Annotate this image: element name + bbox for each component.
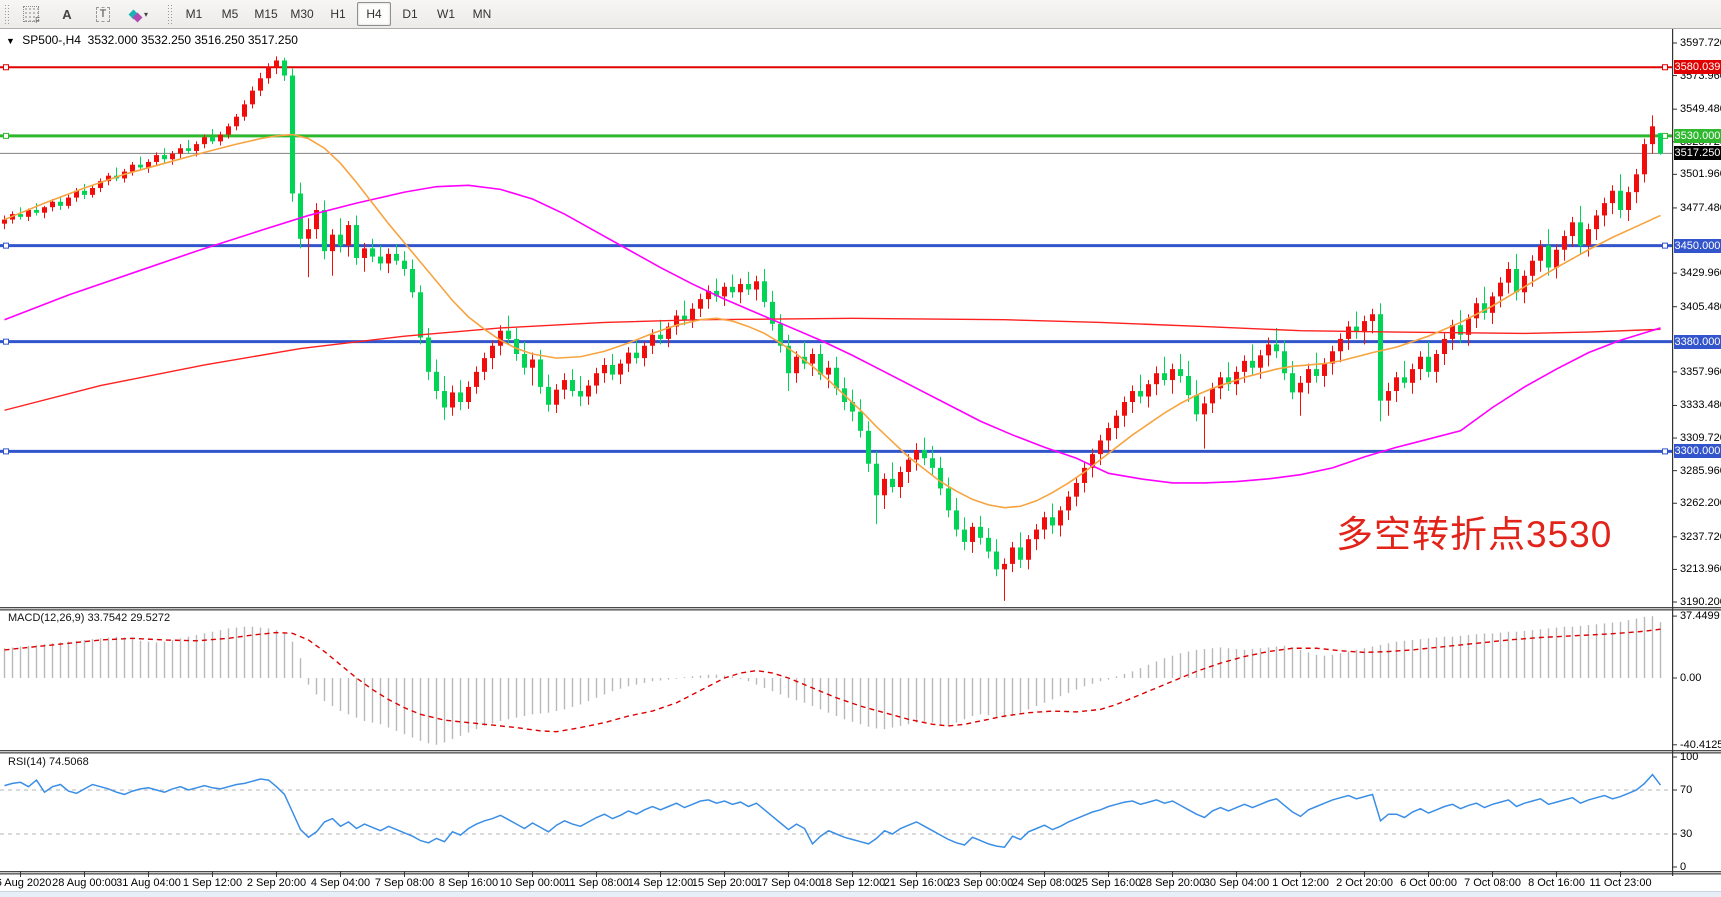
price-tag-3450.000: 3450.000 — [1674, 238, 1721, 253]
hline-handle[interactable] — [1662, 448, 1668, 455]
time-tick-label: 1 Oct 12:00 — [1272, 877, 1329, 889]
hline-handle[interactable] — [3, 448, 9, 455]
time-tick-label: 28 Aug 00:00 — [52, 877, 117, 889]
price-tick-label: 3405.480 — [1680, 300, 1721, 313]
price-tick-label: 3237.720 — [1680, 530, 1721, 543]
time-tick-label: 6 Oct 00:00 — [1400, 877, 1457, 889]
rsi-tick-label: 0 — [1680, 861, 1687, 873]
symbol-name: SP500-,H4 — [22, 33, 81, 47]
macd-tick-label: 0.00 — [1680, 672, 1702, 684]
symbol-dropdown-icon[interactable]: ▼ — [6, 36, 15, 46]
timeframe-button-W1[interactable]: W1 — [437, 7, 455, 21]
time-tick-label: 4 Sep 04:00 — [310, 877, 371, 889]
price-tag-3580.039: 3580.039 — [1674, 60, 1721, 75]
hline-handle[interactable] — [3, 242, 9, 249]
time-tick-label: 8 Oct 16:00 — [1528, 877, 1585, 889]
price-tick-label: 3429.960 — [1680, 267, 1721, 280]
hline-handle[interactable] — [3, 338, 9, 345]
timeframe-button-H4[interactable]: H4 — [357, 2, 391, 26]
price-tick-label: 3477.480 — [1680, 201, 1721, 214]
toolbar: F A T ▾ M1 M5 M15 M30 H1 H4 D1 W1 MN — [0, 0, 1721, 29]
text-annotation-button[interactable]: A — [50, 2, 84, 26]
macd-main-value: 33.7542 — [87, 612, 128, 624]
time-tick-label: 11 Sep 08:00 — [564, 877, 629, 889]
macd-panel-label: MACD(12,26,9) 33.7542 29.5272 — [8, 612, 171, 624]
time-tick-label: 28 Sep 20:00 — [1139, 877, 1206, 889]
price-tick-label: 3213.960 — [1680, 563, 1721, 576]
chevron-down-icon: ▾ — [143, 9, 148, 19]
hline-handle[interactable] — [1662, 132, 1668, 139]
price-tag-3300.000: 3300.000 — [1674, 444, 1721, 459]
time-tick-label: 23 Sep 00:00 — [947, 877, 1014, 889]
time-tick-label: 15 Sep 20:00 — [691, 877, 758, 889]
price-tick-label: 3333.480 — [1680, 399, 1721, 412]
time-tick-label: 18 Sep 12:00 — [819, 877, 886, 889]
time-tick-label: 7 Sep 08:00 — [374, 877, 435, 889]
current-price-tag: 3517.250 — [1674, 146, 1721, 161]
templates-grid-icon: F — [23, 6, 40, 25]
textbox-button[interactable]: T — [86, 2, 120, 26]
timeframe-button-M15[interactable]: M15 — [254, 7, 278, 21]
time-tick-label: 25 Sep 16:00 — [1075, 877, 1142, 889]
hline-handle[interactable] — [1662, 242, 1668, 249]
price-tick-label: 3357.960 — [1680, 365, 1721, 378]
timeframe-button-M5[interactable]: M5 — [221, 7, 239, 21]
timeframe-button-group: M1 M5 M15 M30 H1 H4 D1 W1 MN — [176, 2, 500, 26]
price-tick-label: 3262.200 — [1680, 497, 1721, 510]
ohlc-open: 3532.000 — [87, 33, 138, 47]
letter-a-icon: A — [62, 6, 72, 22]
window-bottom-strip — [0, 891, 1721, 897]
timeframe-button-M1[interactable]: M1 — [185, 7, 203, 21]
time-tick-label: 1 Sep 12:00 — [182, 877, 243, 889]
hline-handle[interactable] — [1662, 64, 1668, 71]
price-tick-label: 3549.480 — [1680, 103, 1721, 116]
timeframe-button-MN[interactable]: MN — [472, 7, 492, 21]
price-tag-3530.000: 3530.000 — [1674, 128, 1721, 143]
chart-title: ▼ SP500-,H4 3532.000 3532.250 3516.250 3… — [6, 33, 298, 47]
time-tick-label: 21 Sep 16:00 — [883, 877, 950, 889]
time-tick-label: 31 Aug 04:00 — [116, 877, 181, 889]
toolbar-drag-handle[interactable] — [4, 4, 9, 24]
timeframe-button-H1[interactable]: H1 — [330, 7, 346, 21]
time-tick-label: 2 Oct 20:00 — [1336, 877, 1393, 889]
price-tick-label: 3597.720 — [1680, 37, 1721, 49]
price-tick-label: 3501.960 — [1680, 168, 1721, 181]
hline-handle[interactable] — [3, 132, 9, 139]
price-tick-label: 3285.960 — [1680, 464, 1721, 477]
rsi-tick-label: 70 — [1680, 784, 1693, 796]
macd-tick-label: 37.4499 — [1680, 610, 1720, 623]
ohlc-high: 3532.250 — [141, 33, 192, 47]
letter-t-icon: T — [95, 6, 111, 22]
timeframe-toolbar-drag-handle[interactable] — [167, 4, 172, 24]
rsi-panel-label: RSI(14) 74.5068 — [8, 756, 89, 768]
time-tick-label: 2 Sep 20:00 — [246, 877, 307, 889]
time-tick-label: 26 Aug 2020 — [0, 877, 52, 889]
ohlc-low: 3516.250 — [194, 33, 245, 47]
objects-dropdown-button[interactable]: ▾ — [122, 2, 156, 26]
time-tick-label: 10 Sep 00:00 — [499, 877, 566, 889]
time-tick-label: 11 Oct 23:00 — [1589, 877, 1652, 889]
time-tick-label: 30 Sep 04:00 — [1203, 877, 1270, 889]
chart-annotation-text[interactable]: 多空转折点3530 — [1336, 514, 1613, 555]
time-tick-label: 7 Oct 08:00 — [1464, 877, 1521, 889]
timeframe-button-M30[interactable]: M30 — [290, 7, 314, 21]
rsi-tick-label: 100 — [1680, 751, 1699, 763]
hline-handle[interactable] — [3, 64, 9, 71]
macd-tick-label: -40.4125 — [1680, 738, 1721, 751]
time-tick-label: 24 Sep 08:00 — [1011, 877, 1078, 889]
rsi-tick-label: 30 — [1680, 828, 1693, 840]
rsi-value: 74.5068 — [48, 756, 89, 768]
templates-button[interactable]: F — [14, 2, 48, 26]
time-tick-label: 17 Sep 04:00 — [755, 877, 822, 889]
price-tick-label: 3309.720 — [1680, 432, 1721, 445]
time-tick-label: 8 Sep 16:00 — [438, 877, 499, 889]
macd-signal-value: 29.5272 — [130, 612, 171, 624]
time-tick-label: 14 Sep 12:00 — [627, 877, 694, 889]
price-tick-label: 3190.200 — [1680, 596, 1721, 608]
timeframe-button-D1[interactable]: D1 — [402, 7, 418, 21]
ohlc-close: 3517.250 — [247, 33, 298, 47]
price-tag-3380.000: 3380.000 — [1674, 334, 1721, 349]
